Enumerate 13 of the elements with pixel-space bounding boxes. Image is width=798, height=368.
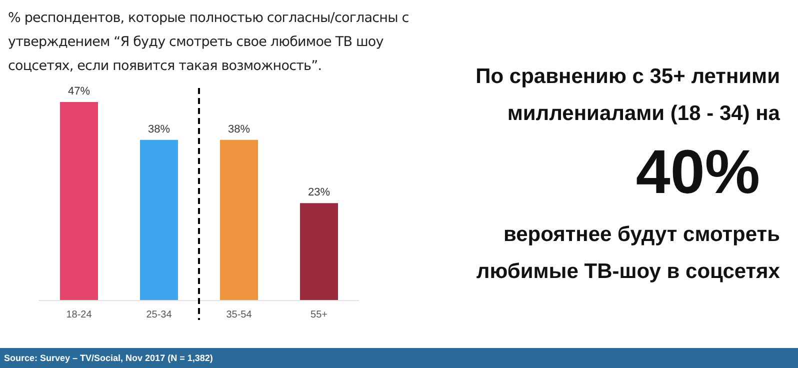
x-tick-label: 35-54 [226,310,252,320]
source-note: Source: Survey – TV/Social, Nov 2017 (N = 1,382) [4,352,214,365]
text: 40% [634,138,760,208]
text: вероятнее будут смотреть любимые ТВ-шоу в соцсетях [475,222,780,285]
text: По сравнению с 35+ летними миллениалами (18 - 34) на [474,64,780,127]
x-tick-label: 55+ [310,310,328,320]
x-tick-label: 18-24 [66,310,92,320]
x-tick-label: 25-34 [146,310,172,320]
chart-title: % респондентов, которые полностью согласны/согласны с утверждением “Я буду смотреть свое любимое ТВ шоу соцсетях, если появится такая возможность”. [8,9,410,76]
data-label: 38% [228,123,250,136]
data-label: 23% [308,186,330,199]
data-label: 38% [148,123,170,136]
data-label: 47% [68,86,90,98]
